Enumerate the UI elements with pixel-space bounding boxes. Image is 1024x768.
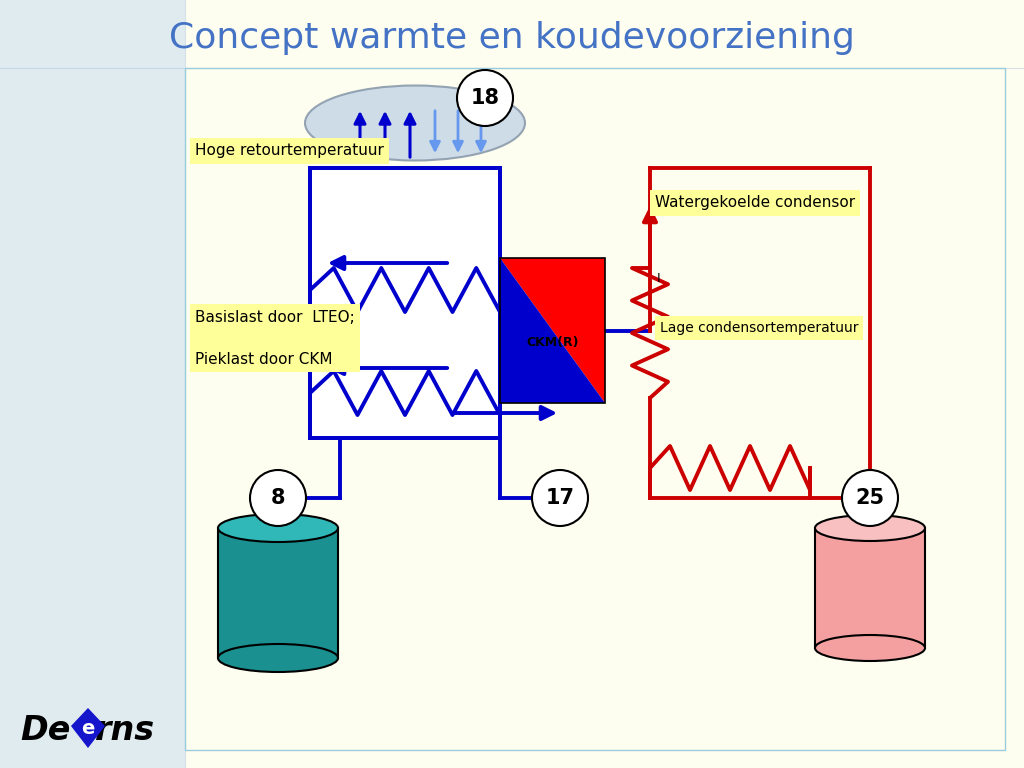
Text: 17: 17 [546, 488, 574, 508]
Bar [500, 258, 605, 403]
Circle shape [842, 470, 898, 526]
Text: De: De [20, 713, 71, 746]
Text: Watergekoelde condensor: Watergekoelde condensor [655, 196, 855, 210]
Text: Concept warmte en koudevoorziening: Concept warmte en koudevoorziening [169, 21, 855, 55]
Ellipse shape [305, 85, 525, 161]
Bar [218, 528, 338, 658]
Ellipse shape [815, 515, 925, 541]
Circle shape [457, 70, 513, 126]
Circle shape [250, 470, 306, 526]
Circle shape [532, 470, 588, 526]
Ellipse shape [218, 514, 338, 542]
Text: I: I [657, 272, 660, 284]
Text: Lage condensortemperatuur: Lage condensortemperatuur [660, 321, 858, 335]
Text: 8: 8 [270, 488, 286, 508]
Bar [185, 68, 1005, 750]
Text: e: e [81, 719, 94, 737]
Text: Basislast door  LTEO;

Pieklast door CKM: Basislast door LTEO; Pieklast door CKM [195, 310, 354, 366]
Polygon shape [71, 708, 105, 748]
Ellipse shape [815, 635, 925, 661]
Ellipse shape [218, 644, 338, 672]
Text: Hoge retourtemperatuur: Hoge retourtemperatuur [195, 144, 384, 158]
Text: rns: rns [95, 713, 155, 746]
Text: 25: 25 [855, 488, 885, 508]
Text: 18: 18 [470, 88, 500, 108]
Polygon shape [500, 258, 605, 403]
Bar [310, 168, 500, 438]
Bar [815, 528, 925, 648]
Text: CKM(R): CKM(R) [526, 336, 579, 349]
Polygon shape [500, 258, 605, 403]
Polygon shape [0, 0, 185, 768]
